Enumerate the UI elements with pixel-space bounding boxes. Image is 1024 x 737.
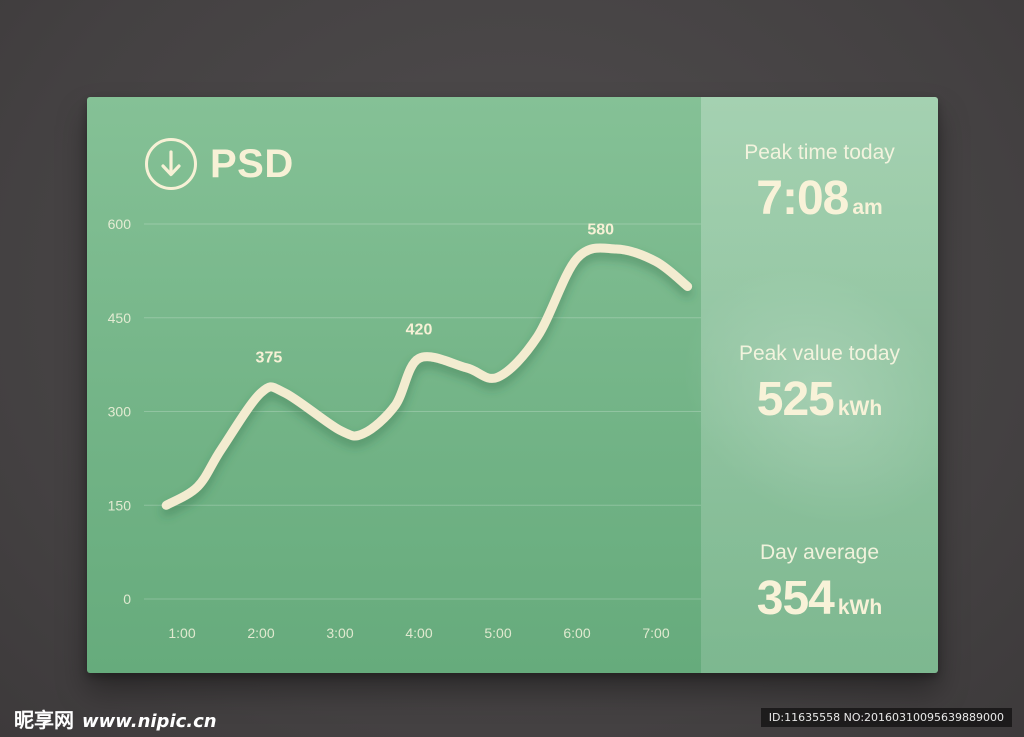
y-tick-label: 0 — [123, 591, 131, 607]
peak-time-value: 7:08 — [756, 172, 849, 225]
chart-panel: 0 150 300 450 600 1:00 2:00 3:00 4:00 5:00 6:00 7:0… — [87, 97, 701, 673]
app-title: PSD — [210, 142, 294, 186]
line-chart: 0 150 300 450 600 1:00 2:00 3:00 4:00 5:00 6:00 7:0… — [108, 216, 701, 641]
y-tick-label: 150 — [108, 497, 132, 513]
download-icon[interactable] — [144, 137, 198, 191]
day-average-stat: Day average 354 kWh — [701, 541, 938, 626]
peak-value-stat: Peak value today 525 kWh — [701, 342, 938, 427]
peak-value-unit: kWh — [837, 397, 883, 420]
day-average-unit: kWh — [837, 596, 883, 619]
chart-card: 0 150 300 450 600 1:00 2:00 3:00 4:00 5:00 6:00 7:0… — [87, 97, 938, 673]
peak-value-value: 525 — [756, 373, 835, 426]
site-logo-text: 昵享网 — [14, 708, 74, 732]
y-tick-label: 450 — [108, 310, 132, 326]
data-label: 420 — [406, 322, 433, 339]
stats-panel: Peak time today 7:08 am Peak value today … — [701, 97, 938, 673]
peak-time-unit: am — [852, 196, 883, 219]
peak-time-label: Peak time today — [744, 141, 895, 164]
site-url: www.nipic.cn — [82, 711, 217, 732]
x-tick-label: 6:00 — [563, 625, 590, 641]
data-label: 375 — [256, 350, 283, 367]
day-average-value: 354 — [756, 572, 835, 625]
day-average-label: Day average — [759, 541, 880, 564]
y-tick-label: 600 — [108, 216, 132, 232]
watermark-bar: 昵享网 www.nipic.cn ID:11635558 NO:201603100… — [0, 700, 1024, 737]
x-tick-label: 1:00 — [168, 625, 195, 641]
peak-time-stat: Peak time today 7:08 am — [701, 141, 938, 226]
series-line-1 — [161, 243, 693, 510]
x-tick-label: 7:00 — [642, 625, 669, 641]
site-logo: 昵享网 www.nipic.cn — [14, 704, 217, 733]
x-tick-label: 2:00 — [247, 625, 274, 641]
peak-value-label: Peak value today — [738, 342, 901, 365]
x-tick-label: 5:00 — [484, 625, 511, 641]
data-label: 580 — [587, 222, 614, 239]
x-tick-label: 3:00 — [326, 625, 353, 641]
x-tick-label: 4:00 — [405, 625, 432, 641]
y-tick-label: 300 — [108, 404, 132, 420]
image-id: ID:11635558 NO:20160310095639889000 — [760, 708, 1012, 727]
